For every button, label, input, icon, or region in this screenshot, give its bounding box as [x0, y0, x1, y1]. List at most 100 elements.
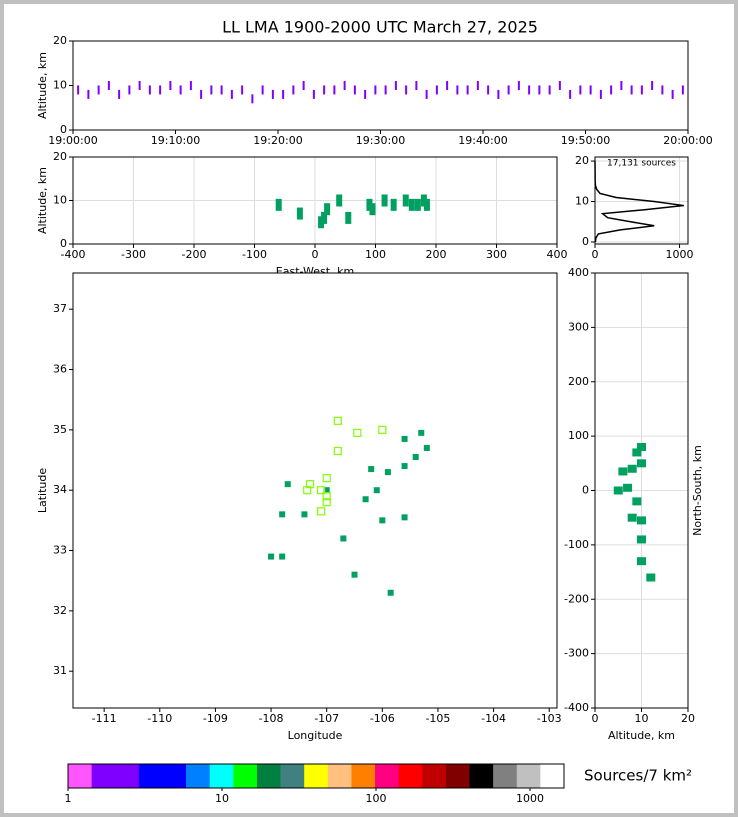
- source-point: [345, 211, 352, 224]
- x-tick-label: 20: [681, 712, 695, 725]
- source-point: [401, 514, 408, 521]
- source-point: [271, 89, 274, 99]
- colorbar-segment: [327, 764, 352, 788]
- source-point: [379, 517, 386, 524]
- colorbar-frame: [67, 763, 565, 789]
- station: [322, 498, 331, 507]
- source-point: [362, 496, 369, 503]
- source-point: [637, 557, 646, 566]
- source-point: [373, 487, 380, 494]
- source-point: [651, 81, 654, 90]
- x-tick-label: 10: [635, 712, 649, 725]
- source-point: [661, 85, 664, 95]
- source-point: [279, 553, 286, 560]
- source-point: [632, 497, 642, 506]
- x-tick-label: -400: [61, 248, 86, 261]
- source-point: [632, 448, 642, 457]
- source-point: [387, 589, 394, 596]
- y-tick-label: -200: [564, 592, 589, 605]
- source-point: [423, 444, 430, 451]
- source-point: [394, 81, 397, 90]
- y-tick-label: 100: [568, 429, 589, 442]
- x-tick-label: 200: [426, 248, 447, 261]
- source-point: [613, 486, 623, 495]
- x-tick-label: 19:20:00: [253, 134, 302, 147]
- plot-frame: [594, 272, 689, 709]
- source-point: [579, 85, 582, 95]
- altitude-profile: [594, 161, 684, 243]
- source-point: [301, 511, 308, 518]
- x-tick-label: 19:00:00: [48, 134, 97, 147]
- source-point: [497, 89, 500, 99]
- colorbar-segment: [68, 764, 92, 788]
- source-point: [366, 198, 373, 211]
- y-tick-label: 0: [60, 123, 67, 136]
- station: [333, 446, 342, 456]
- station: [303, 486, 312, 495]
- colorbar-segment: [540, 764, 565, 788]
- colorbar-segment: [233, 764, 258, 788]
- source-point: [343, 81, 346, 90]
- source-point: [423, 198, 430, 211]
- source-point: [401, 463, 408, 470]
- source-point: [353, 85, 356, 95]
- source-point: [107, 81, 110, 90]
- colorbar-segment: [493, 764, 518, 788]
- source-point: [200, 89, 203, 99]
- y-tick-label: 0: [60, 237, 67, 250]
- source-point: [507, 85, 510, 95]
- source-point: [589, 85, 592, 95]
- source-point: [640, 85, 643, 95]
- source-point: [487, 85, 490, 95]
- station: [305, 480, 315, 489]
- y-tick-label: 400: [568, 266, 589, 279]
- source-point: [261, 85, 264, 95]
- source-point: [97, 85, 100, 95]
- source-point: [118, 89, 121, 99]
- y-tick-label: 20: [53, 34, 67, 47]
- y-tick-label: -400: [564, 701, 589, 714]
- source-point: [627, 464, 637, 473]
- source-point: [138, 81, 141, 90]
- colorbar-segment: [186, 764, 211, 788]
- y-tick-label: 20: [575, 154, 589, 167]
- x-tick-label: 300: [486, 248, 507, 261]
- source-point: [220, 85, 223, 95]
- colorbar-tick-label: 100: [366, 792, 387, 805]
- source-point: [374, 85, 377, 95]
- x-tick-label: -200: [182, 248, 207, 261]
- source-point: [402, 194, 409, 207]
- station: [322, 474, 331, 483]
- colorbar-segment: [280, 764, 305, 788]
- x-tick-label: 19:30:00: [356, 134, 405, 147]
- source-point: [340, 535, 347, 542]
- source-point: [538, 85, 541, 95]
- source-point: [369, 203, 376, 216]
- colorbar-tick-label: 1000: [516, 792, 544, 805]
- source-point: [517, 81, 520, 90]
- source-point: [630, 85, 633, 95]
- y-tick-label: 10: [575, 195, 589, 208]
- source-point: [251, 94, 254, 104]
- y-tick-label: -100: [564, 538, 589, 551]
- source-point: [318, 216, 325, 229]
- source-point: [414, 198, 421, 211]
- colorbar-label: Sources/7 km²: [584, 767, 692, 785]
- colorbar-segment: [351, 764, 376, 788]
- source-point: [390, 198, 397, 211]
- plot-background: [73, 41, 688, 130]
- colorbar-segment: [115, 764, 140, 788]
- source-point: [189, 81, 192, 90]
- y-tick-label: 33: [53, 544, 67, 557]
- source-point: [275, 198, 282, 211]
- y-tick-label: 300: [568, 320, 589, 333]
- y-tick-label: 31: [53, 664, 67, 677]
- source-point: [476, 81, 479, 90]
- source-point: [333, 85, 336, 95]
- x-tick-label: 0: [592, 248, 599, 261]
- source-point: [637, 443, 646, 451]
- x-tick-label: 100: [365, 248, 386, 261]
- x-tick-label: 19:10:00: [151, 134, 200, 147]
- source-point: [323, 85, 326, 95]
